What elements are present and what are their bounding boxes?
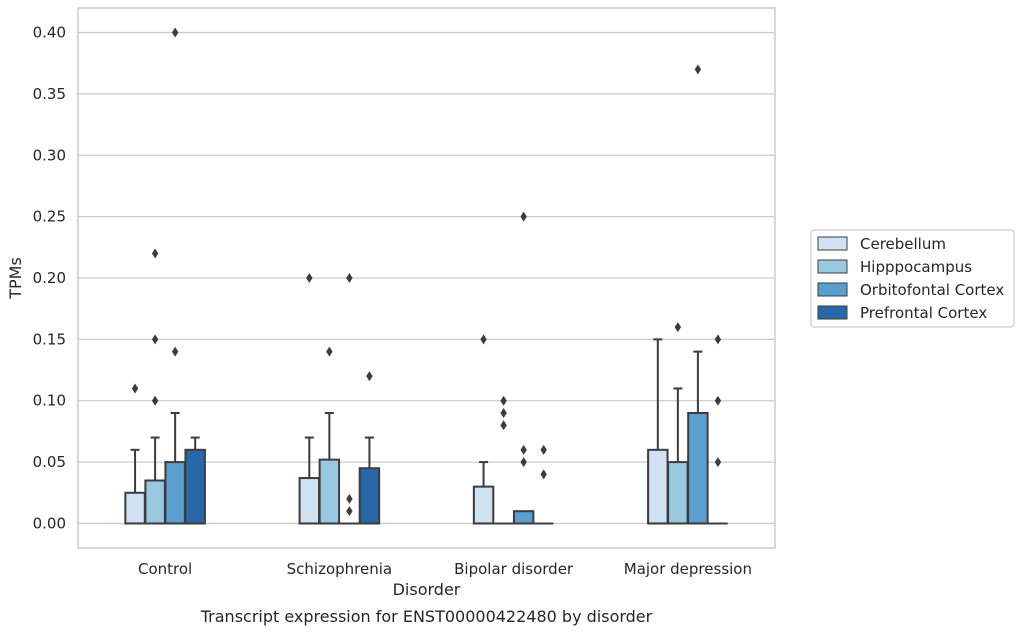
outlier-point — [714, 334, 722, 345]
outlier-point — [151, 334, 159, 345]
box — [318, 458, 341, 525]
chart-caption: Transcript expression for ENST0000042248… — [200, 607, 653, 626]
outlier-point — [500, 408, 507, 418]
box-series — [124, 27, 728, 525]
legend-entry-label: Cerebellum — [860, 235, 946, 253]
outlier-point — [674, 322, 682, 333]
outlier-point — [306, 273, 313, 283]
box — [687, 412, 709, 525]
x-axis-ticks: Control Schizophrenia Bipolar disorder Majo… — [138, 560, 752, 578]
box — [358, 467, 381, 525]
outlier-point — [520, 211, 527, 222]
legend-entry-label: Orbitofontal Cortex — [860, 281, 1004, 299]
box — [164, 461, 186, 525]
outlier-point — [171, 346, 179, 357]
outlier-point — [714, 395, 722, 406]
outlier-point — [171, 27, 179, 38]
outlier-point — [694, 64, 702, 75]
series-prefrontal-cortex — [184, 334, 728, 525]
outlier-point — [540, 469, 547, 480]
legend-entry-label: Prefrontal Cortex — [860, 304, 987, 322]
outlier-point — [520, 457, 527, 468]
outlier-point — [366, 371, 373, 382]
y-tick-label: 0.35 — [33, 85, 66, 103]
outlier-point — [131, 383, 139, 394]
x-tick-label: Schizophrenia — [287, 560, 392, 578]
y-tick-label: 0.00 — [33, 514, 66, 532]
y-tick-label: 0.15 — [33, 330, 66, 348]
y-axis-ticks: 0.00 0.05 0.10 0.15 0.20 0.25 0.30 0.35 0.40 — [33, 24, 66, 533]
box — [647, 448, 669, 525]
outlier-point — [500, 420, 507, 431]
legend: Cerebellum Hipppocampus Orbitofontal Corte… — [810, 229, 1015, 328]
series-orbitofontal-cortex — [164, 27, 709, 525]
series-hipppocampus — [144, 248, 689, 525]
outlier-point — [540, 444, 547, 455]
legend-swatch — [817, 305, 848, 320]
outlier-point — [480, 334, 487, 345]
box — [512, 510, 535, 525]
x-axis-label: Disorder — [393, 580, 461, 599]
grid-lines — [78, 31, 775, 525]
x-tick-label: Major depression — [624, 560, 752, 578]
y-tick-label: 0.05 — [33, 453, 66, 471]
legend-frame — [810, 229, 1015, 328]
legend-swatch — [817, 236, 848, 251]
outlier-point — [500, 395, 507, 406]
box — [124, 491, 146, 525]
series-cerebellum — [124, 273, 669, 525]
x-tick-label: Control — [138, 560, 192, 578]
legend-swatch — [817, 259, 848, 274]
outlier-point — [346, 493, 353, 504]
outlier-point — [520, 444, 527, 455]
y-tick-label: 0.30 — [33, 146, 66, 164]
box — [184, 448, 206, 525]
y-tick-label: 0.20 — [33, 269, 66, 287]
plot-area-frame — [77, 7, 776, 549]
outlier-point — [151, 395, 159, 406]
outlier-point — [151, 248, 159, 259]
legend-entry-label: Hipppocampus — [860, 258, 972, 276]
box — [667, 461, 689, 525]
box — [144, 479, 166, 525]
outlier-point — [346, 506, 353, 517]
outlier-point — [346, 273, 353, 283]
outlier-point — [714, 457, 722, 468]
outlier-point — [326, 346, 333, 357]
y-tick-label: 0.40 — [33, 24, 66, 42]
y-tick-label: 0.10 — [33, 392, 66, 410]
y-axis-label: TPMs — [6, 257, 25, 300]
box — [472, 485, 495, 525]
legend-swatch — [817, 282, 848, 297]
x-tick-label: Bipolar disorder — [454, 560, 574, 578]
box — [298, 477, 321, 525]
y-tick-label: 0.25 — [33, 208, 66, 226]
